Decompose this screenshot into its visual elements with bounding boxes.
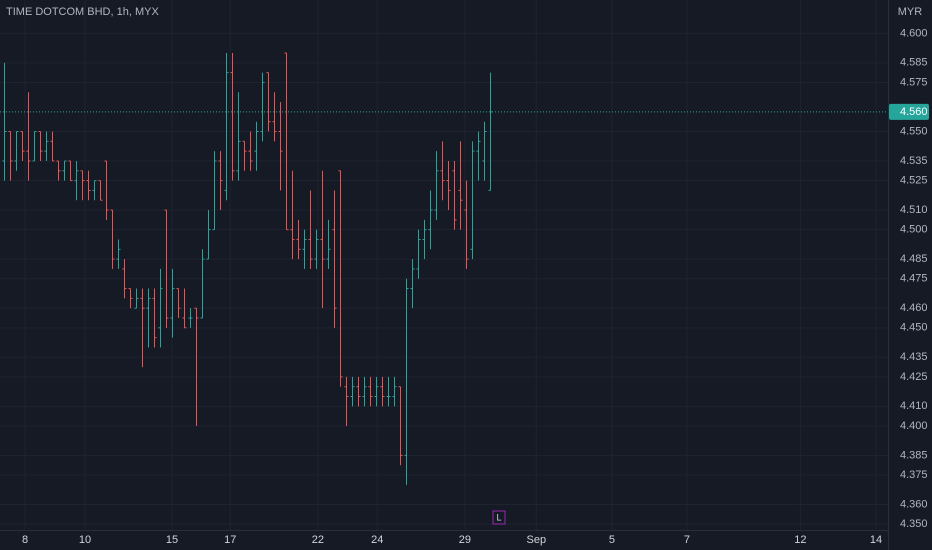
y-tick-label: 4.435 — [900, 351, 928, 363]
y-tick-label: 4.525 — [900, 174, 928, 186]
y-tick-label: 4.425 — [900, 371, 928, 383]
y-tick-label: 4.585 — [900, 57, 928, 69]
x-tick-label: Sep — [527, 534, 547, 546]
marker-box — [492, 510, 506, 525]
y-tick-label: 4.385 — [900, 449, 928, 461]
y-tick-label: 4.360 — [900, 498, 928, 510]
y-tick-label: 4.600 — [900, 27, 928, 39]
x-tick-label: 17 — [224, 534, 236, 546]
x-tick-label: 24 — [371, 534, 383, 546]
x-tick-label: 5 — [609, 534, 615, 546]
x-tick-label: 22 — [312, 534, 324, 546]
marker: L — [496, 512, 501, 522]
y-tick-label: 4.535 — [900, 155, 928, 167]
y-tick-label: 4.550 — [900, 125, 928, 137]
y-tick-label: 4.475 — [900, 273, 928, 285]
y-tick-label: 4.460 — [900, 302, 928, 314]
chart-title: TIME DOTCOM BHD, 1h, MYX — [6, 6, 159, 18]
y-tick-label: 4.510 — [900, 204, 928, 216]
x-tick-label: 10 — [79, 534, 91, 546]
y-tick-label: 4.450 — [900, 322, 928, 334]
x-tick-label: 29 — [459, 534, 471, 546]
y-tick-label: 4.500 — [900, 224, 928, 236]
y-tick-label: 4.410 — [900, 400, 928, 412]
y-tick-label: 4.375 — [900, 469, 928, 481]
currency: MYR — [898, 6, 923, 18]
x-tick-label: 7 — [684, 534, 690, 546]
x-tick-label: 14 — [870, 534, 882, 546]
y-tick-label: 4.350 — [900, 518, 928, 530]
y-tick-label: 4.485 — [900, 253, 928, 265]
y-tick-label: 4.575 — [900, 76, 928, 88]
x-tick-label: 12 — [794, 534, 806, 546]
x-tick-label: 8 — [22, 534, 28, 546]
plot — [0, 0, 888, 530]
last-price-label: 4.560 — [900, 106, 928, 118]
x-tick-label: 15 — [166, 534, 178, 546]
y-tick-label: 4.400 — [900, 420, 928, 432]
last-price-badge — [889, 103, 929, 120]
